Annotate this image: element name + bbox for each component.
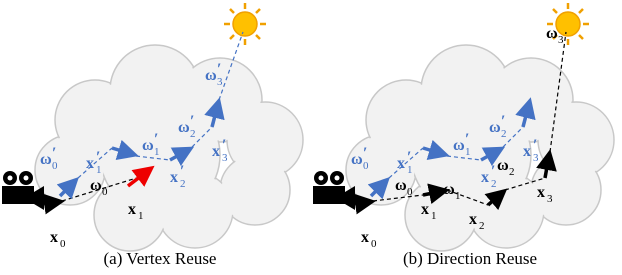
label-symbol: ω (497, 157, 509, 174)
caption: (b) Direction Reuse (403, 249, 537, 268)
label-symbol: ω (351, 151, 363, 168)
label-subscript: 3 (533, 152, 539, 164)
label-subscript: 0 (371, 238, 377, 250)
label-subscript: 1 (431, 210, 437, 222)
label-subscript: 3 (547, 193, 553, 205)
label-symbol: ω (205, 67, 217, 84)
label-symbol: ω (489, 119, 501, 136)
label-subscript: 0 (102, 186, 108, 198)
label-subscript: 1 (138, 210, 144, 222)
label-symbol: x (361, 229, 369, 246)
label-subscript: 2 (180, 178, 186, 190)
label-symbol: ω (90, 177, 102, 194)
label-symbol: ω (546, 25, 558, 42)
label-subscript: 2 (501, 128, 507, 140)
caption: (a) Vertex Reuse (104, 249, 217, 268)
label-subscript: 2 (190, 128, 196, 140)
label-subscript: 1 (455, 190, 461, 202)
label-subscript: 1 (96, 164, 102, 176)
label-subscript: 0 (52, 160, 58, 172)
page: {"panels": [ {"caption": "(a) Vertex Reu… (0, 0, 622, 275)
label-symbol: x (86, 155, 94, 172)
label-subscript: 2 (509, 166, 515, 178)
label-subscript: 2 (479, 220, 485, 232)
label-symbol: x (170, 169, 178, 186)
label-symbol: ω (453, 137, 465, 154)
label-subscript: 0 (363, 160, 369, 172)
label-subscript: 3 (217, 76, 223, 88)
panel-a (2, 3, 303, 251)
label-subscript: 1 (465, 146, 471, 158)
label-symbol: x (50, 229, 58, 246)
label-symbol: ω (142, 137, 154, 154)
label-subscript: 1 (154, 146, 160, 158)
label-symbol: x (421, 201, 429, 218)
label-symbol: ω (178, 119, 190, 136)
panel-b (313, 3, 614, 251)
label-subscript: 2 (491, 178, 497, 190)
label-symbol: x (469, 211, 477, 228)
figure: (a) Vertex Reuse (b) Direction Reuse ω′0… (0, 0, 622, 275)
label-symbol: ω (40, 151, 52, 168)
label-subscript: 3 (558, 34, 564, 46)
label-symbol: x (523, 143, 531, 160)
label-symbol: x (537, 184, 545, 201)
label-symbol: x (212, 143, 220, 160)
label-symbol: ω (395, 177, 407, 194)
label-symbol: ω (443, 181, 455, 198)
label-subscript: 1 (407, 164, 413, 176)
label-subscript: 0 (60, 238, 66, 250)
label-symbol: x (128, 201, 136, 218)
label-subscript: 3 (222, 152, 228, 164)
label-symbol: x (481, 169, 489, 186)
label-subscript: 0 (407, 186, 413, 198)
label-symbol: x (397, 155, 405, 172)
